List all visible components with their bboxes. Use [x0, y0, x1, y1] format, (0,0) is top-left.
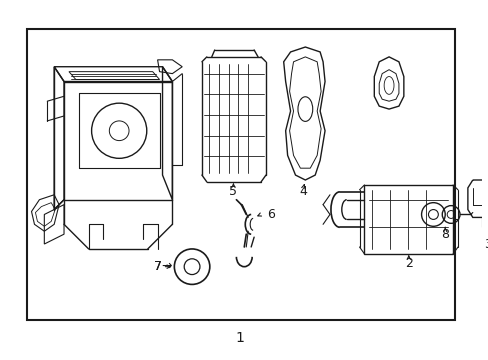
- Bar: [26, 29, 454, 320]
- Text: 3: 3: [483, 238, 488, 251]
- Text: 4: 4: [299, 185, 306, 198]
- Text: 6: 6: [266, 208, 274, 221]
- Text: 5: 5: [229, 185, 237, 198]
- Text: 7: 7: [153, 260, 161, 273]
- Text: 1: 1: [235, 330, 244, 345]
- Text: 7→: 7→: [154, 260, 172, 273]
- Text: 8: 8: [440, 228, 448, 241]
- Text: 2: 2: [404, 257, 412, 270]
- Bar: [364, 185, 452, 254]
